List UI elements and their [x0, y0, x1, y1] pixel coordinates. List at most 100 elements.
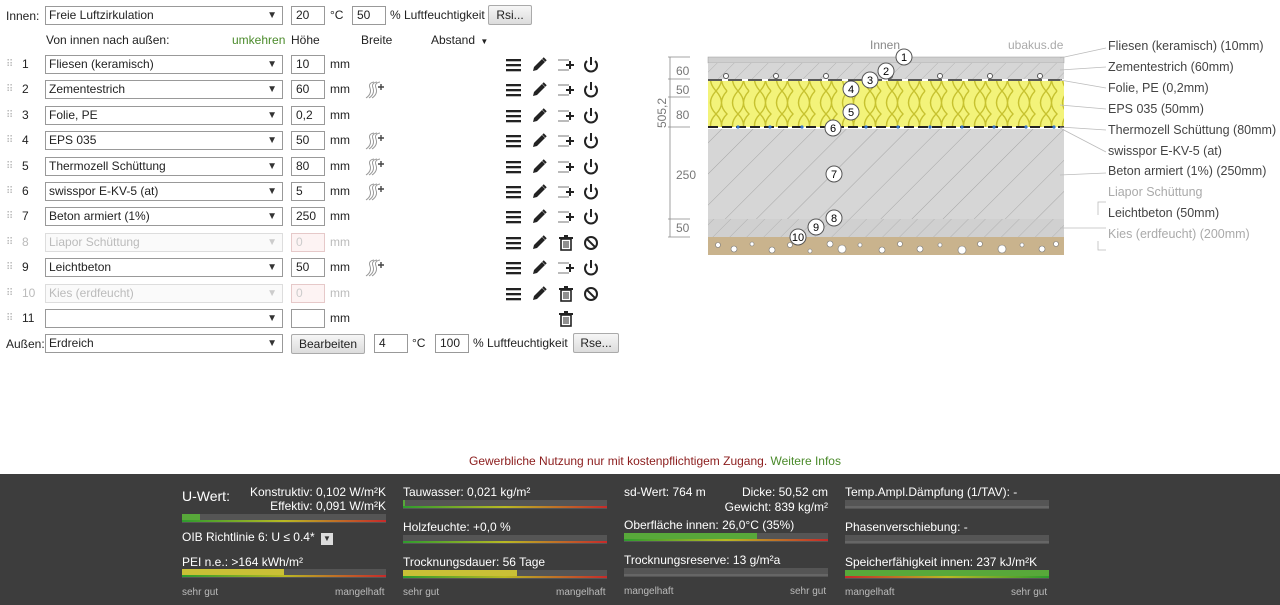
edit-pencil-icon[interactable] [529, 80, 549, 100]
dropdown-icon[interactable]: ▼ [320, 533, 333, 545]
menu-icon[interactable] [503, 80, 523, 100]
edit-pencil-icon[interactable] [529, 106, 549, 126]
drag-handle-icon[interactable]: ⠿ [6, 84, 14, 96]
layer-thickness-input[interactable]: 0 [291, 283, 325, 303]
power-icon[interactable] [581, 207, 601, 227]
edit-pencil-icon[interactable] [529, 258, 549, 278]
insert-layer-icon[interactable] [556, 131, 576, 151]
drag-handle-icon[interactable]: ⠿ [6, 160, 14, 172]
disabled-icon[interactable] [581, 284, 601, 304]
layer-thickness-input[interactable]: 250 [291, 207, 325, 227]
power-icon[interactable] [581, 258, 601, 278]
add-pattern-icon[interactable] [364, 258, 384, 278]
power-icon[interactable] [581, 157, 601, 177]
drag-handle-icon[interactable]: ⠿ [6, 59, 14, 70]
layer-thickness-input[interactable]: 0 [291, 232, 325, 252]
inside-temp-input[interactable]: 20 [291, 6, 325, 25]
drag-handle-icon[interactable]: ⠿ [6, 262, 14, 274]
menu-icon[interactable] [503, 106, 523, 126]
menu-icon[interactable] [503, 258, 523, 278]
edit-pencil-icon[interactable] [529, 207, 549, 227]
add-pattern-icon[interactable] [364, 131, 384, 151]
layer-thickness-input[interactable]: 80 [291, 156, 325, 176]
layer-material-select[interactable]: Leichtbeton ▼ [45, 258, 283, 278]
edit-pencil-icon[interactable] [529, 55, 549, 75]
rsi-button[interactable]: Rsi... [488, 5, 532, 25]
menu-icon[interactable] [503, 55, 523, 75]
outside-humidity-input[interactable]: 100 [435, 334, 469, 353]
inside-humidity-input[interactable]: 50 [352, 6, 386, 25]
scale-good-4: sehr gut [1011, 587, 1048, 598]
more-info-link[interactable]: Weitere Infos [770, 454, 841, 468]
layer-material-select[interactable]: Fliesen (keramisch) ▼ [45, 55, 283, 74]
disabled-icon[interactable] [581, 233, 601, 253]
trash-icon[interactable] [556, 233, 576, 253]
legend-item: Liapor Schüttung [1108, 185, 1203, 200]
edit-pencil-icon[interactable] [529, 157, 549, 177]
outside-climate-select[interactable]: Erdreich ▼ [45, 334, 283, 353]
layer-material-select[interactable]: Thermozell Schüttung ▼ [45, 156, 283, 176]
layer-thickness-input[interactable]: 10 [291, 55, 325, 74]
edit-pencil-icon[interactable] [529, 284, 549, 304]
trash-icon[interactable] [556, 284, 576, 304]
chevron-down-icon: ▼ [267, 287, 277, 299]
menu-icon[interactable] [503, 157, 523, 177]
drag-handle-icon[interactable]: ⠿ [6, 313, 14, 324]
add-pattern-icon[interactable] [364, 182, 384, 202]
menu-icon[interactable] [503, 284, 523, 304]
trocknungsreserve-bar [624, 568, 828, 577]
layer-thickness-input[interactable]: 5 [291, 182, 325, 201]
oib-label[interactable]: OIB Richtlinie 6: U ≤ 0.4* ▼ [182, 530, 333, 545]
drag-handle-icon[interactable]: ⠿ [6, 236, 14, 248]
drag-handle-icon[interactable]: ⠿ [6, 135, 14, 147]
layer-thickness-input[interactable]: 0,2 [291, 105, 325, 125]
insert-layer-icon[interactable] [556, 182, 576, 202]
power-icon[interactable] [581, 182, 601, 202]
layer-material-select[interactable]: Folie, PE ▼ [45, 105, 283, 125]
rse-button[interactable]: Rse... [573, 333, 619, 353]
menu-icon[interactable] [503, 207, 523, 227]
layer-thickness-input[interactable]: 50 [291, 131, 325, 151]
layer-material-select[interactable]: Beton armiert (1%) ▼ [45, 207, 283, 227]
layer-material-select[interactable]: EPS 035 ▼ [45, 131, 283, 151]
layer-material-select[interactable]: Kies (erdfeucht) ▼ [45, 283, 283, 303]
layer-material-select[interactable]: Liapor Schüttung ▼ [45, 232, 283, 252]
layer-material-select[interactable]: Zementestrich ▼ [45, 80, 283, 100]
layer-thickness-input[interactable]: 60 [291, 80, 325, 100]
uwert-konstruktiv: Konstruktiv: 0,102 W/m²K [250, 485, 387, 499]
insert-layer-icon[interactable] [556, 106, 576, 126]
drag-handle-icon[interactable]: ⠿ [6, 109, 14, 121]
reverse-link[interactable]: umkehren [232, 33, 286, 47]
edit-pencil-icon[interactable] [529, 233, 549, 253]
edit-pencil-icon[interactable] [529, 131, 549, 151]
uwert-title: U-Wert: [182, 488, 230, 504]
add-pattern-icon[interactable] [364, 80, 384, 100]
column-spacing[interactable]: Abstand ▼ [431, 33, 488, 47]
edit-pencil-icon[interactable] [529, 182, 549, 202]
outside-temp-input[interactable]: 4 [374, 334, 408, 353]
layer-material-select[interactable]: swisspor E-KV-5 (at) ▼ [45, 182, 283, 201]
insert-layer-icon[interactable] [556, 258, 576, 278]
insert-layer-icon[interactable] [556, 157, 576, 177]
drag-handle-icon[interactable]: ⠿ [6, 287, 14, 299]
menu-icon[interactable] [503, 182, 523, 202]
power-icon[interactable] [581, 80, 601, 100]
menu-icon[interactable] [503, 131, 523, 151]
edit-button[interactable]: Bearbeiten [291, 334, 365, 354]
drag-handle-icon[interactable]: ⠿ [6, 211, 14, 223]
inside-climate-select[interactable]: Freie Luftzirkulation ▼ [45, 6, 283, 25]
add-pattern-icon[interactable] [364, 157, 384, 177]
power-icon[interactable] [581, 55, 601, 75]
power-icon[interactable] [581, 131, 601, 151]
insert-layer-icon[interactable] [556, 55, 576, 75]
insert-layer-icon[interactable] [556, 207, 576, 227]
layer-material-select[interactable]: ▼ [45, 309, 283, 328]
power-icon[interactable] [581, 106, 601, 126]
layer-material-name: Liapor Schüttung [49, 234, 140, 249]
layer-thickness-input[interactable]: 50 [291, 258, 325, 278]
trash-icon[interactable] [556, 309, 576, 329]
menu-icon[interactable] [503, 233, 523, 253]
layer-thickness-input[interactable] [291, 309, 325, 328]
drag-handle-icon[interactable]: ⠿ [6, 186, 14, 197]
insert-layer-icon[interactable] [556, 80, 576, 100]
